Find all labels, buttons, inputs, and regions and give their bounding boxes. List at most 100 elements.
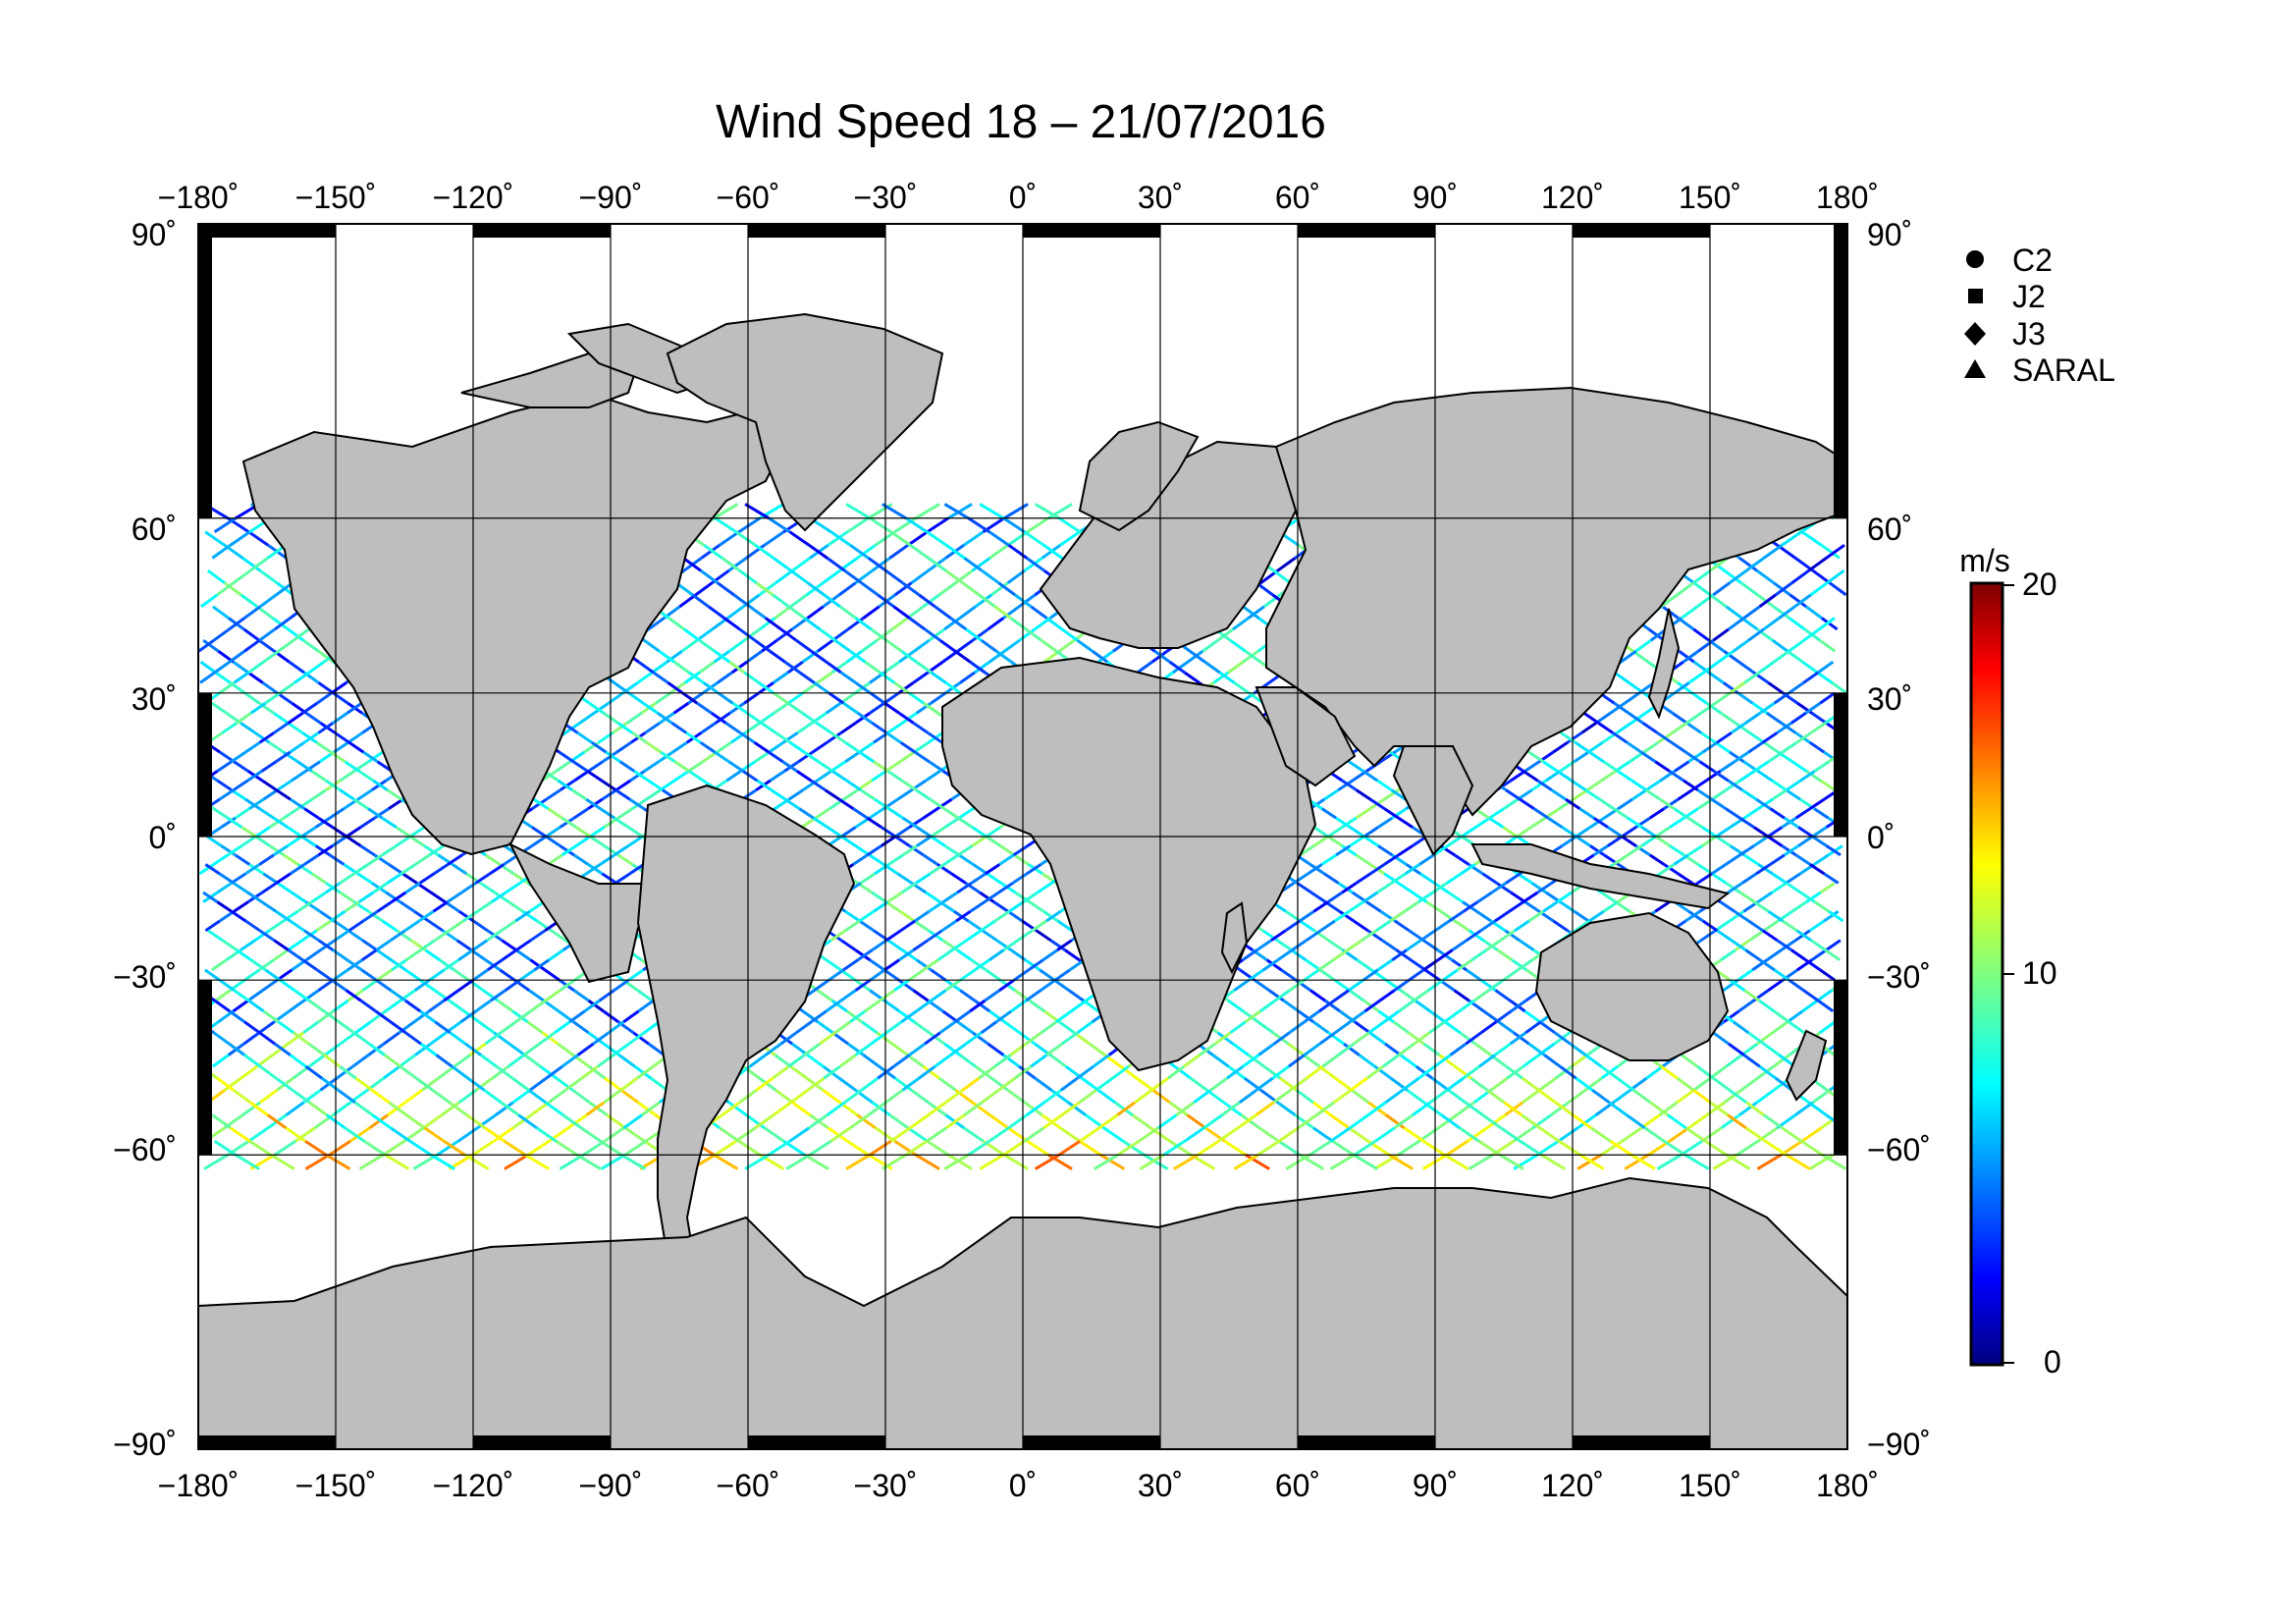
- track-segment: [1061, 1031, 1079, 1046]
- track-segment: [1519, 797, 1535, 810]
- track-segment: [980, 919, 996, 933]
- track-segment: [861, 638, 879, 653]
- track-segment: [1408, 968, 1425, 982]
- track-segment: [613, 978, 630, 992]
- track-segment: [1297, 1009, 1314, 1023]
- track-segment: [1755, 863, 1772, 876]
- track-segment: [1280, 968, 1297, 982]
- track-segment: [1521, 1113, 1541, 1130]
- track-segment: [1092, 1054, 1110, 1068]
- track-segment: [1353, 1153, 1378, 1170]
- track-segment: [357, 891, 375, 903]
- track-segment: [1257, 1042, 1275, 1056]
- track-segment: [1572, 1113, 1592, 1130]
- track-segment: [1725, 807, 1741, 820]
- track-segment: [1810, 722, 1827, 734]
- track-segment: [845, 503, 872, 520]
- track-segment: [1766, 948, 1783, 961]
- track-segment: [899, 750, 916, 763]
- track-segment: [1254, 978, 1270, 992]
- track-segment: [554, 1020, 571, 1035]
- track-segment: [362, 750, 379, 763]
- track-segment: [573, 770, 590, 783]
- track-segment: [1376, 958, 1394, 972]
- track-segment: [1256, 1140, 1280, 1157]
- track-segment: [823, 1064, 841, 1080]
- track-segment: [1172, 660, 1189, 675]
- track-segment: [1391, 948, 1408, 961]
- track-segment: [1753, 760, 1770, 773]
- track-segment: [1341, 844, 1358, 857]
- track-segment: [224, 1076, 242, 1092]
- track-segment: [1660, 593, 1679, 609]
- track-segment: [1712, 581, 1731, 597]
- track-segment: [404, 999, 421, 1013]
- track-segment: [715, 712, 731, 725]
- track-segment: [1489, 1076, 1509, 1092]
- track-segment: [1600, 1140, 1624, 1157]
- track-segment: [545, 1064, 563, 1080]
- track-segment: [683, 627, 701, 642]
- track-segment: [1366, 929, 1383, 942]
- track-segment: [749, 1054, 767, 1068]
- track-segment: [287, 835, 303, 847]
- track-segment: [1022, 891, 1039, 903]
- track-segment: [339, 770, 355, 783]
- track-segment: [1446, 1076, 1465, 1092]
- track-segment: [1737, 999, 1755, 1013]
- track-segment: [1700, 929, 1717, 942]
- track-segment: [1573, 788, 1589, 801]
- track-segment: [1028, 999, 1045, 1013]
- track-segment: [628, 797, 645, 810]
- track-segment: [424, 948, 441, 961]
- track-segment: [945, 543, 966, 560]
- track-segment: [1229, 638, 1247, 653]
- track-segment: [1297, 1113, 1318, 1130]
- track-segment: [1669, 844, 1685, 857]
- track-segment: [258, 1031, 276, 1046]
- track-segment: [883, 701, 900, 715]
- track-segment: [862, 1054, 881, 1068]
- track-segment: [262, 1009, 280, 1023]
- track-segment: [808, 543, 828, 560]
- track-segment: [963, 530, 985, 547]
- track-segment: [746, 650, 763, 664]
- track-segment: [359, 816, 376, 829]
- track-segment: [241, 557, 261, 572]
- track-segment: [1276, 939, 1293, 951]
- track-segment: [825, 660, 842, 675]
- track-segment: [1007, 1113, 1028, 1130]
- track-segment: [923, 701, 939, 715]
- track-segment: [984, 891, 1000, 903]
- track-segment: [1233, 681, 1251, 695]
- track-segment: [1671, 722, 1688, 734]
- track-segment: [786, 701, 804, 715]
- track-segment: [1349, 835, 1365, 847]
- track-segment: [838, 581, 857, 597]
- track-segment: [1698, 760, 1715, 773]
- track-segment: [858, 750, 875, 763]
- lat-ticks-left: 90˚ 60˚ 30˚ 0˚ −30˚ −60˚ −90˚: [113, 217, 177, 1462]
- track-segment: [507, 900, 524, 913]
- lon-tick-bottom-5: −30˚: [854, 1468, 918, 1503]
- track-segment: [1687, 750, 1704, 763]
- track-segment: [1681, 605, 1698, 620]
- track-segment: [773, 1101, 792, 1116]
- track-segment: [1303, 1054, 1321, 1068]
- track-segment: [1079, 1126, 1100, 1143]
- track-segment: [388, 1101, 407, 1116]
- track-segment: [1677, 681, 1693, 695]
- track-segment: [361, 978, 379, 992]
- track-segment: [1432, 844, 1449, 857]
- track-segment: [1333, 978, 1351, 992]
- track-segment: [985, 863, 1001, 876]
- track-segment: [1307, 863, 1323, 876]
- track-segment: [1649, 1101, 1669, 1116]
- track-segment: [1687, 1113, 1708, 1130]
- track-segment: [870, 627, 887, 642]
- track-segment: [842, 958, 859, 972]
- track-segment: [906, 605, 925, 620]
- track-segment: [1771, 779, 1788, 791]
- track-segment: [1818, 617, 1836, 631]
- track-segment: [230, 750, 247, 763]
